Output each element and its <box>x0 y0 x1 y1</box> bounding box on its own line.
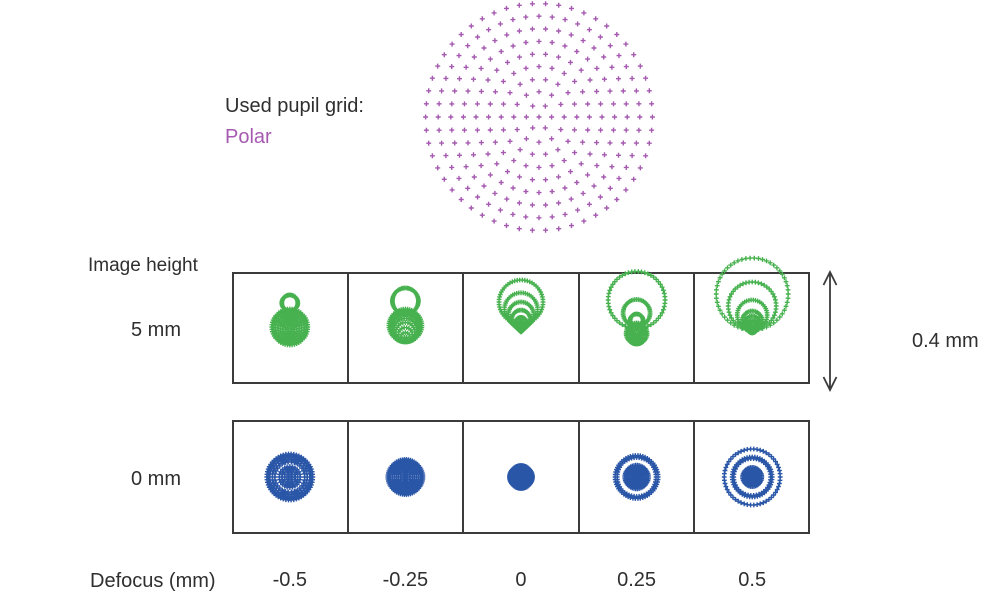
spot-box-row1-col4 <box>580 274 695 382</box>
spot-box-row1-col5 <box>695 274 808 382</box>
image-height-axis-label: Image height <box>88 255 198 276</box>
defocus-tick-row: -0.5 -0.25 0 0.25 0.5 <box>232 569 810 592</box>
spot-row-5mm <box>232 272 810 384</box>
spot-row-0mm <box>232 420 810 534</box>
spot-box-row2-col5 <box>695 422 808 532</box>
row-label-0mm: 0 mm <box>131 468 181 490</box>
pupil-grid-plot <box>423 1 655 233</box>
spot-box-row1-col2 <box>349 274 465 382</box>
defocus-tick-0: -0.5 <box>272 569 308 591</box>
scale-arrow <box>822 269 838 393</box>
row-label-5mm: 5 mm <box>131 319 181 341</box>
pupil-grid-caption: Used pupil grid: Polar <box>225 94 364 149</box>
spot-box-row2-col4 <box>580 422 695 532</box>
defocus-axis-label: Defocus (mm) <box>90 570 216 592</box>
defocus-tick-2: 0 <box>515 569 527 591</box>
spot-box-row2-col1 <box>234 422 350 532</box>
spot-box-row2-col3 <box>464 422 580 532</box>
defocus-tick-1: -0.25 <box>382 569 429 591</box>
pupil-grid-caption-value: Polar <box>225 126 272 148</box>
pupil-grid-caption-label: Used pupil grid: <box>225 95 364 117</box>
scale-bar-label: 0.4 mm <box>912 330 979 352</box>
spot-box-row2-col2 <box>349 422 465 532</box>
spot-box-row1-col3 <box>464 274 580 382</box>
spot-box-row1-col1 <box>234 274 350 382</box>
defocus-tick-3: 0.25 <box>617 569 657 591</box>
defocus-tick-4: 0.5 <box>738 569 767 591</box>
